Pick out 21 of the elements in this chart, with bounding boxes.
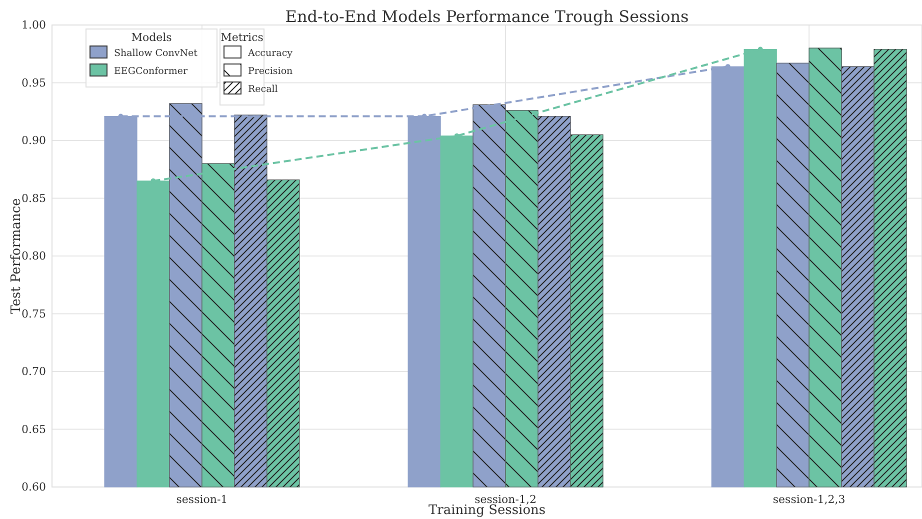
y-tick-label: 0.60 [22, 480, 46, 494]
x-tick-label: session-1 [176, 492, 228, 506]
annotation: Precision [248, 66, 293, 77]
y-tick-label: 0.95 [22, 76, 46, 90]
chart-title: End-to-End Models Performance Trough Sessions [285, 7, 689, 26]
legend-label: Shallow ConvNet [114, 48, 198, 59]
y-tick-label: 0.85 [22, 192, 46, 205]
annotation: Recall [248, 84, 278, 95]
x-axis-title: Training Sessions [428, 503, 546, 518]
y-tick-label: 0.75 [22, 307, 46, 320]
x-tick-label: session-1,2,3 [772, 492, 846, 506]
y-tick-label: 0.70 [22, 365, 46, 378]
y-tick-label: 0.80 [22, 250, 46, 263]
annotation: Accuracy [247, 48, 294, 59]
text: Models [131, 31, 172, 44]
text: Metrics [220, 31, 264, 44]
y-tick-label: 0.90 [22, 134, 46, 148]
y-tick-label: 0.65 [22, 422, 46, 436]
x-tick-label: session-1,2 [474, 492, 536, 506]
y-tick-label: 1.00 [22, 18, 46, 32]
legend-label: EEGConformer [114, 66, 188, 77]
